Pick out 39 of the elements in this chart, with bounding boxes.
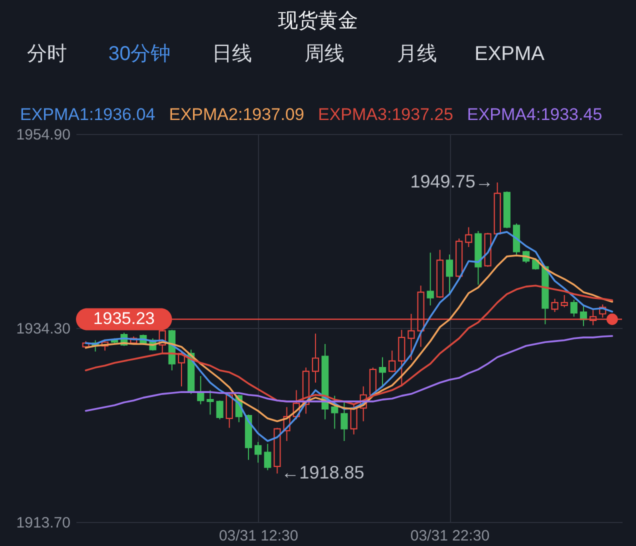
text: 日线 bbox=[212, 43, 252, 65]
candlestick bbox=[206, 390, 214, 416]
candlestick bbox=[226, 393, 233, 428]
text: 周线 bbox=[304, 43, 344, 65]
ref-line-label: 1935.23 bbox=[93, 309, 155, 328]
text: EXPMA1:1936.04 bbox=[20, 105, 156, 124]
text: EXPMA4:1933.45 bbox=[467, 105, 602, 124]
candlestick bbox=[254, 441, 262, 464]
candlestick bbox=[570, 299, 578, 318]
x-tick-label: 03/31 12:30 bbox=[218, 528, 298, 544]
text: 月线 bbox=[397, 43, 437, 65]
candlestick bbox=[551, 298, 558, 312]
text: EXPMA2:1937.09 bbox=[169, 105, 304, 124]
candlestick bbox=[378, 356, 386, 387]
candlestick bbox=[216, 400, 224, 420]
annotation: ←1918.85 bbox=[281, 462, 364, 482]
x-tick-label: 03/31 22:30 bbox=[410, 528, 490, 544]
candlestick bbox=[350, 404, 358, 435]
text: EXPMA bbox=[474, 43, 546, 65]
candlestick bbox=[446, 254, 454, 296]
candlestick bbox=[426, 252, 434, 306]
y-tick-label: 1954.90 bbox=[16, 126, 70, 144]
line-series bbox=[84, 231, 614, 442]
y-tick-label: 1934.30 bbox=[16, 320, 70, 338]
candlestick bbox=[340, 402, 348, 442]
candlestick bbox=[398, 329, 406, 387]
text: 分时 bbox=[27, 43, 67, 65]
chart-title: 现货黄金 bbox=[278, 10, 358, 32]
candlestick bbox=[312, 333, 320, 384]
candlestick bbox=[197, 376, 204, 405]
candlestick bbox=[264, 443, 272, 471]
text: EXPMA3:1937.25 bbox=[318, 105, 454, 124]
candlestick bbox=[388, 350, 396, 373]
y-tick-label: 1913.70 bbox=[16, 514, 70, 532]
annotation: 1949.75→ bbox=[410, 172, 494, 192]
candlestick bbox=[465, 226, 472, 248]
line-series bbox=[84, 335, 614, 412]
text: 30分钟 bbox=[108, 43, 171, 65]
candlestick bbox=[560, 294, 568, 308]
